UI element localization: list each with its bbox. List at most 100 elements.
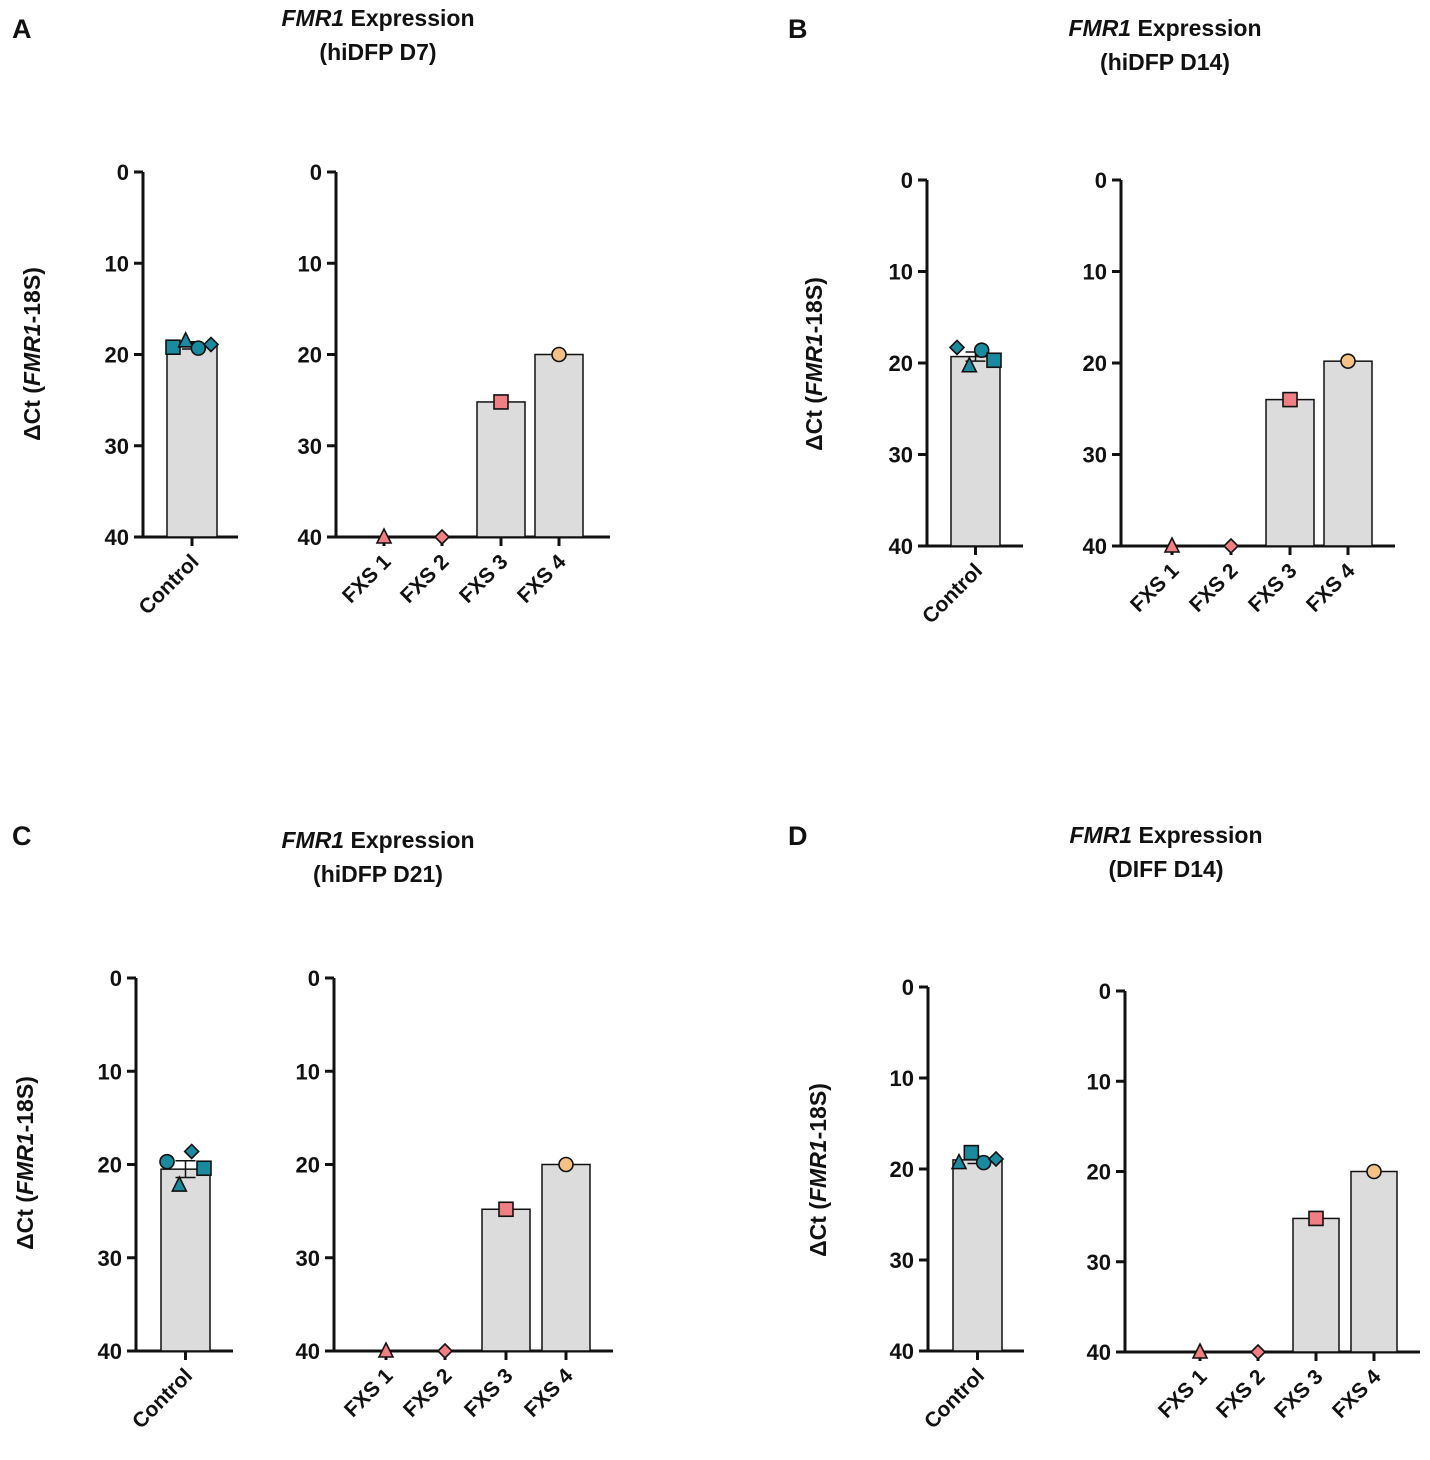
y-tick-label: 20 bbox=[296, 1153, 320, 1178]
marker-circle bbox=[1340, 353, 1356, 369]
y-tick-label: 40 bbox=[296, 1339, 320, 1364]
x-tick-label: FXS 4 bbox=[520, 1364, 578, 1422]
fxs-chart: 0 10 20 30 40 FXS 1 FXS 2 FXS 3 FXS 4 bbox=[296, 966, 613, 1422]
panel-subtitle: (hiDFP D14) bbox=[1100, 49, 1230, 75]
x-tick-label: FXS 1 bbox=[340, 1364, 398, 1422]
panel-b: B FMR1 Expression(hiDFP D14)ΔCt (FMR1-18S… bbox=[788, 14, 1395, 628]
y-axis-label-part: FMR1 bbox=[801, 333, 827, 396]
title-gene: FMR1 bbox=[1068, 15, 1131, 41]
marker-triangle bbox=[377, 1341, 395, 1358]
x-tick-label: FXS 4 bbox=[513, 550, 571, 608]
fxs-chart: 0 10 20 30 40 FXS 1 FXS 2 FXS 3 FXS 4 bbox=[298, 160, 610, 608]
y-tick-label: 0 bbox=[901, 168, 913, 193]
marker-circle bbox=[551, 346, 567, 363]
y-axis-label-part: FMR1 bbox=[12, 1132, 38, 1195]
x-tick-label: FXS 1 bbox=[338, 550, 396, 608]
marker-circle bbox=[159, 1153, 175, 1170]
x-tick-label: FXS 3 bbox=[455, 550, 513, 608]
panel-title: FMR1 Expression bbox=[281, 5, 474, 31]
y-tick-label: 10 bbox=[889, 260, 913, 285]
title-rest: Expression bbox=[344, 827, 474, 853]
y-tick-label: 0 bbox=[117, 160, 129, 185]
y-tick-label: 40 bbox=[889, 534, 913, 559]
y-tick-label: 10 bbox=[98, 1059, 122, 1084]
y-axis-label: ΔCt (FMR1-18S) bbox=[19, 267, 45, 441]
marker-circle bbox=[190, 340, 207, 356]
y-tick-label: 0 bbox=[902, 975, 914, 1000]
y-tick-label: 30 bbox=[890, 1248, 914, 1273]
y-tick-label: 20 bbox=[1083, 351, 1107, 376]
y-tick-label: 40 bbox=[1087, 1340, 1111, 1365]
marker-diamond bbox=[433, 528, 451, 546]
y-axis-label-part: -18S) bbox=[12, 1076, 38, 1132]
panel-subtitle: (hiDFP D7) bbox=[319, 39, 436, 65]
y-tick-label: 40 bbox=[98, 1339, 122, 1364]
y-axis-label: ΔCt (FMR1-18S) bbox=[801, 277, 827, 451]
marker-square bbox=[986, 352, 1002, 369]
marker-square bbox=[498, 1201, 514, 1218]
marker-square bbox=[493, 394, 509, 410]
panel-letter: C bbox=[12, 821, 32, 851]
x-tick-label: FXS 3 bbox=[1244, 559, 1302, 617]
y-axis-label-part: ΔCt ( bbox=[12, 1195, 38, 1250]
x-tick-label: FXS 2 bbox=[1185, 559, 1243, 617]
y-axis-label-part: -18S) bbox=[801, 277, 827, 333]
control-bar bbox=[166, 344, 218, 538]
y-axis-label: ΔCt (FMR1-18S) bbox=[12, 1076, 38, 1250]
marker-triangle bbox=[1191, 1342, 1209, 1359]
control-bar bbox=[952, 1159, 1003, 1352]
x-tick-label: Control bbox=[134, 550, 203, 619]
marker-diamond bbox=[436, 1342, 454, 1360]
marker-diamond bbox=[1249, 1343, 1267, 1361]
fxs-bar bbox=[476, 401, 526, 538]
title-rest: Expression bbox=[344, 5, 474, 31]
panel-letter: D bbox=[788, 821, 808, 851]
y-tick-label: 20 bbox=[889, 351, 913, 376]
y-axis-label-part: ΔCt ( bbox=[801, 396, 827, 451]
x-tick-label: Control bbox=[918, 559, 987, 628]
y-tick-label: 20 bbox=[105, 343, 129, 368]
y-tick-label: 20 bbox=[98, 1153, 122, 1178]
x-tick-label: FXS 3 bbox=[1270, 1365, 1328, 1423]
panel-title: FMR1 Expression bbox=[1068, 15, 1261, 41]
title-gene: FMR1 bbox=[1069, 822, 1132, 848]
fxs-bar bbox=[481, 1208, 531, 1352]
y-tick-label: 20 bbox=[298, 343, 322, 368]
y-axis-label-part: FMR1 bbox=[805, 1139, 831, 1202]
y-tick-label: 0 bbox=[1099, 979, 1111, 1004]
y-tick-label: 40 bbox=[890, 1339, 914, 1364]
control-bar bbox=[160, 1168, 211, 1352]
y-tick-label: 10 bbox=[296, 1059, 320, 1084]
panel-title: FMR1 Expression bbox=[1069, 822, 1262, 848]
marker-square bbox=[196, 1160, 212, 1177]
title-rest: Expression bbox=[1131, 15, 1261, 41]
marker-diamond bbox=[987, 1150, 1005, 1168]
marker-circle bbox=[975, 1154, 992, 1171]
title-rest: Expression bbox=[1132, 822, 1262, 848]
x-tick-label: FXS 2 bbox=[399, 1364, 457, 1422]
y-tick-label: 20 bbox=[1087, 1160, 1111, 1185]
y-tick-label: 30 bbox=[98, 1246, 122, 1271]
fxs-bar bbox=[1265, 398, 1315, 547]
x-tick-label: FXS 2 bbox=[1212, 1365, 1270, 1423]
marker-triangle bbox=[375, 527, 393, 544]
y-tick-label: 40 bbox=[298, 525, 322, 550]
fxs-bar bbox=[1292, 1217, 1340, 1353]
y-tick-label: 0 bbox=[1095, 168, 1107, 193]
marker-circle bbox=[558, 1156, 574, 1173]
y-tick-label: 10 bbox=[1083, 260, 1107, 285]
panel-title: FMR1 Expression bbox=[281, 827, 474, 853]
y-axis-label-part: ΔCt ( bbox=[19, 386, 45, 441]
marker-diamond bbox=[1222, 537, 1240, 555]
y-tick-label: 30 bbox=[889, 443, 913, 468]
fxs-bar bbox=[541, 1163, 591, 1352]
y-axis-label-part: -18S) bbox=[19, 267, 45, 323]
panel-subtitle: (hiDFP D21) bbox=[313, 861, 443, 887]
marker-triangle bbox=[950, 1152, 968, 1170]
y-axis-label-part: FMR1 bbox=[19, 323, 45, 386]
